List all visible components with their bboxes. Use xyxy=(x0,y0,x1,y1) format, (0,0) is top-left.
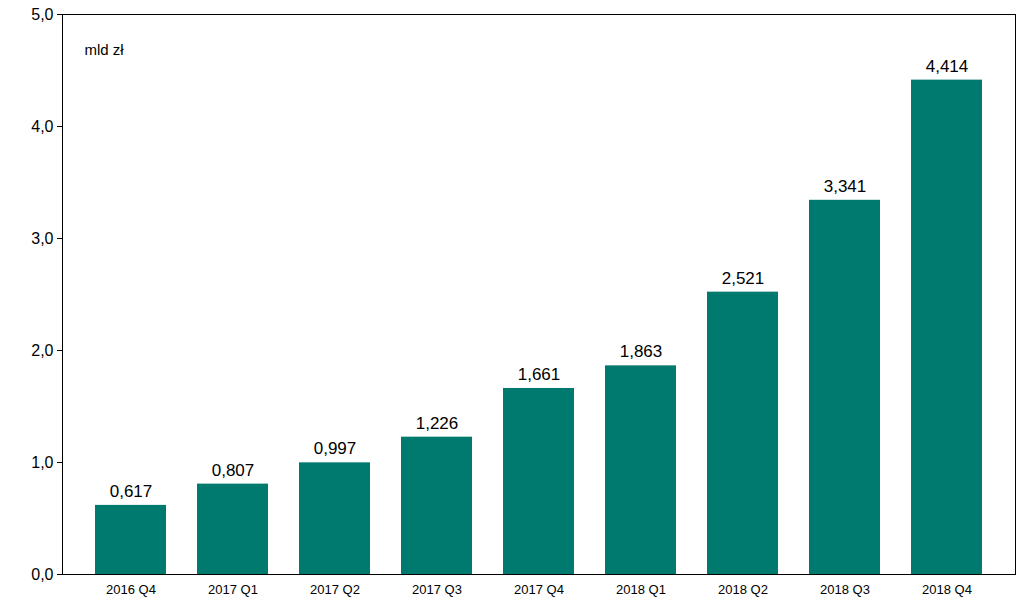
svg-text:2016 Q4: 2016 Q4 xyxy=(106,582,156,597)
svg-text:1,863: 1,863 xyxy=(620,342,663,361)
svg-text:0,807: 0,807 xyxy=(212,461,255,480)
svg-text:0,617: 0,617 xyxy=(110,482,153,501)
svg-text:2017 Q3: 2017 Q3 xyxy=(412,582,462,597)
svg-text:2018 Q1: 2018 Q1 xyxy=(616,582,666,597)
svg-text:mld zł: mld zł xyxy=(85,41,125,58)
svg-text:5,0: 5,0 xyxy=(31,6,53,23)
svg-text:1,226: 1,226 xyxy=(416,414,459,433)
svg-text:0,0: 0,0 xyxy=(31,566,53,583)
svg-text:2018 Q3: 2018 Q3 xyxy=(820,582,870,597)
svg-text:1,0: 1,0 xyxy=(31,454,53,471)
svg-text:2018 Q4: 2018 Q4 xyxy=(922,582,972,597)
svg-text:4,414: 4,414 xyxy=(926,57,969,76)
svg-text:2017 Q2: 2017 Q2 xyxy=(310,582,360,597)
svg-text:2,0: 2,0 xyxy=(31,342,53,359)
svg-text:4,0: 4,0 xyxy=(31,118,53,135)
svg-text:2018 Q2: 2018 Q2 xyxy=(718,582,768,597)
svg-text:3,0: 3,0 xyxy=(31,230,53,247)
svg-text:2017 Q4: 2017 Q4 xyxy=(514,582,564,597)
svg-text:1,661: 1,661 xyxy=(518,365,561,384)
svg-text:0,997: 0,997 xyxy=(314,439,357,458)
svg-text:2,521: 2,521 xyxy=(722,269,765,288)
svg-text:2017 Q1: 2017 Q1 xyxy=(208,582,258,597)
svg-text:3,341: 3,341 xyxy=(824,177,867,196)
